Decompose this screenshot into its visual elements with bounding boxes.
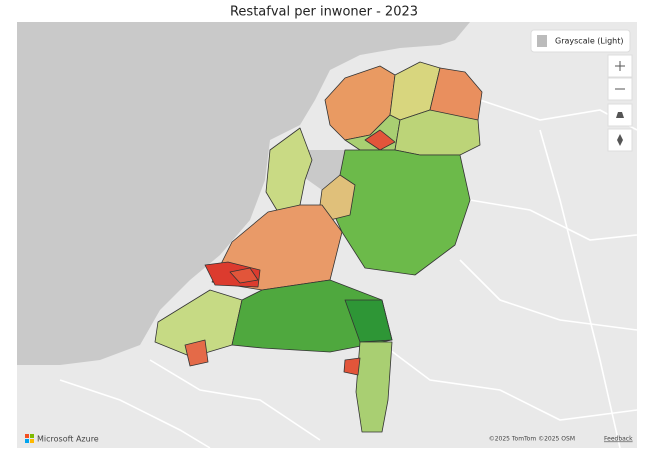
- style-picker[interactable]: Grayscale (Light): [530, 29, 631, 53]
- logo: Microsoft Azure: [25, 434, 99, 444]
- map-controls: [607, 54, 633, 152]
- pitch-icon: [616, 112, 624, 118]
- attribution: ©2025 TomTom ©2025 OSM: [489, 436, 575, 443]
- style-icon: [537, 35, 547, 47]
- feedback-link[interactable]: Feedback: [604, 436, 633, 443]
- sea: [17, 22, 470, 365]
- compass-icon: [617, 134, 623, 146]
- style-label: Grayscale (Light): [555, 37, 624, 46]
- title: Restafval per inwoner - 2023: [230, 5, 418, 20]
- map[interactable]: [17, 22, 638, 449]
- logo-text: Microsoft Azure: [37, 435, 99, 444]
- municipalities: [154, 61, 483, 433]
- zoom-in-icon: [615, 61, 625, 71]
- lake: [305, 150, 345, 190]
- style-button[interactable]: [530, 29, 631, 53]
